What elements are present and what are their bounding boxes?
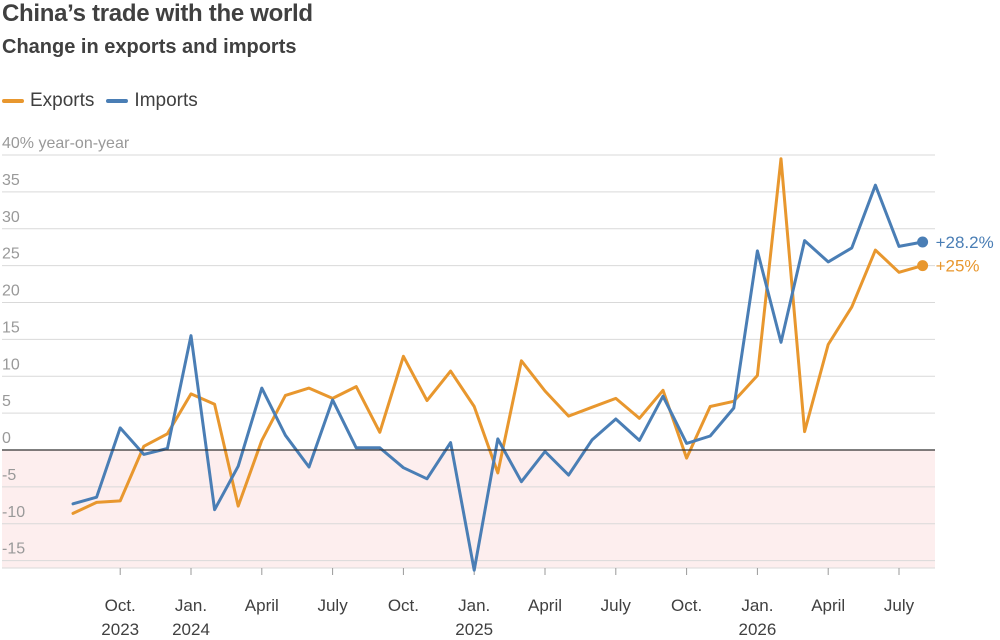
x-tick-label: Jan. <box>741 596 773 615</box>
negative-region-shade <box>2 450 935 568</box>
legend-label-imports: Imports <box>134 90 198 111</box>
x-tick-label: April <box>811 596 845 615</box>
x-tick-year: 2024 <box>172 620 210 639</box>
end-label-exports: +25% <box>936 257 980 276</box>
x-tick-label: Oct. <box>105 596 136 615</box>
series-line-exports <box>71 157 925 515</box>
chart-subtitle: Change in exports and imports <box>2 36 297 58</box>
y-tick-label: -5 <box>2 467 16 484</box>
legend-item-imports: Imports <box>106 90 198 112</box>
x-tick-label: Oct. <box>388 596 419 615</box>
y-tick-label: 30 <box>2 209 20 226</box>
y-tick-label: 15 <box>2 319 20 336</box>
y-axis-label: 40% year-on-year <box>2 135 130 152</box>
x-tick-label: Jan. <box>458 596 490 615</box>
y-tick-label: -10 <box>2 504 25 521</box>
end-label-imports: +28.2% <box>936 233 994 252</box>
chart-title: China’s trade with the world <box>2 0 313 27</box>
legend: Exports Imports <box>2 90 210 112</box>
y-tick-label: 5 <box>2 393 11 410</box>
x-tick-label: July <box>317 596 348 615</box>
y-tick-label: 0 <box>2 430 11 447</box>
x-tick-label: July <box>601 596 632 615</box>
y-tick-label: -15 <box>2 541 25 558</box>
legend-swatch-exports <box>2 99 24 103</box>
end-point-imports <box>917 236 929 248</box>
x-tick-label: July <box>884 596 915 615</box>
y-tick-label: 20 <box>2 283 20 300</box>
x-tick-label: Jan. <box>175 596 207 615</box>
y-tick-label: 25 <box>2 246 20 263</box>
x-tick-label: April <box>245 596 279 615</box>
legend-label-exports: Exports <box>30 90 95 111</box>
legend-swatch-imports <box>106 99 129 103</box>
x-tick-label: Oct. <box>671 596 702 615</box>
x-tick-year: 2025 <box>455 620 493 639</box>
x-tick-label: April <box>528 596 562 615</box>
series-line-imports <box>71 183 925 572</box>
end-point-exports <box>917 260 929 272</box>
y-tick-label: 10 <box>2 356 20 373</box>
x-tick-year: 2026 <box>738 620 776 639</box>
y-tick-label: 35 <box>2 172 20 189</box>
legend-item-exports: Exports <box>2 90 94 112</box>
x-tick-year: 2023 <box>101 620 139 639</box>
